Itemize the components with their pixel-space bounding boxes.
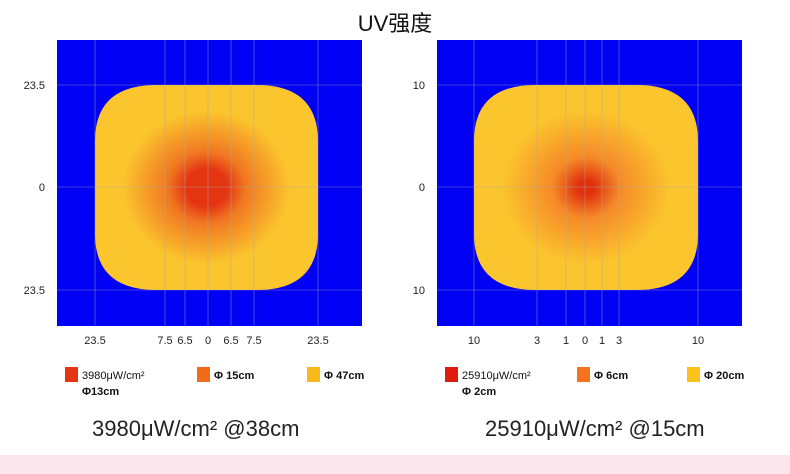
background-strip	[0, 455, 790, 474]
legend-label: 25910μW/cm²	[462, 370, 531, 382]
legend-swatch	[445, 367, 458, 382]
caption-left: 3980μW/cm² @38cm	[92, 416, 300, 441]
legend-label: Φ 6cm	[594, 370, 628, 382]
legend-sublabel: Φ13cm	[82, 386, 119, 398]
legend-label: Φ 15cm	[214, 370, 254, 382]
intensity-spot	[474, 85, 698, 290]
page-title: UV强度	[357, 11, 433, 36]
intensity-spot	[95, 85, 318, 290]
legend-swatch	[65, 367, 78, 382]
legend-swatch	[197, 367, 210, 382]
x-tick-label: 6.5	[223, 335, 238, 347]
x-tick-label: 0	[582, 335, 588, 347]
y-tick-label: 23.5	[24, 80, 45, 92]
legend-swatch	[307, 367, 320, 382]
y-tick-label: 0	[419, 182, 425, 194]
x-tick-label: 0	[205, 335, 211, 347]
y-tick-label: 10	[413, 80, 425, 92]
caption-right: 25910μW/cm² @15cm	[485, 416, 705, 441]
x-tick-label: 23.5	[84, 335, 105, 347]
x-tick-label: 10	[468, 335, 480, 347]
legend-label: Φ 47cm	[324, 370, 364, 382]
legend-label: 3980μW/cm²	[82, 370, 145, 382]
legend-swatch	[577, 367, 590, 382]
legend-label: Φ 20cm	[704, 370, 744, 382]
y-tick-label: 23.5	[24, 285, 45, 297]
legend-swatch	[687, 367, 700, 382]
x-tick-label: 7.5	[157, 335, 172, 347]
x-tick-label: 23.5	[307, 335, 328, 347]
x-tick-label: 1	[599, 335, 605, 347]
x-tick-label: 3	[534, 335, 540, 347]
legend-sublabel: Φ 2cm	[462, 386, 496, 398]
y-tick-label: 0	[39, 182, 45, 194]
y-tick-label: 10	[413, 285, 425, 297]
x-tick-label: 10	[692, 335, 704, 347]
x-tick-label: 1	[563, 335, 569, 347]
x-tick-label: 7.5	[246, 335, 261, 347]
x-tick-label: 3	[616, 335, 622, 347]
x-tick-label: 6.5	[177, 335, 192, 347]
